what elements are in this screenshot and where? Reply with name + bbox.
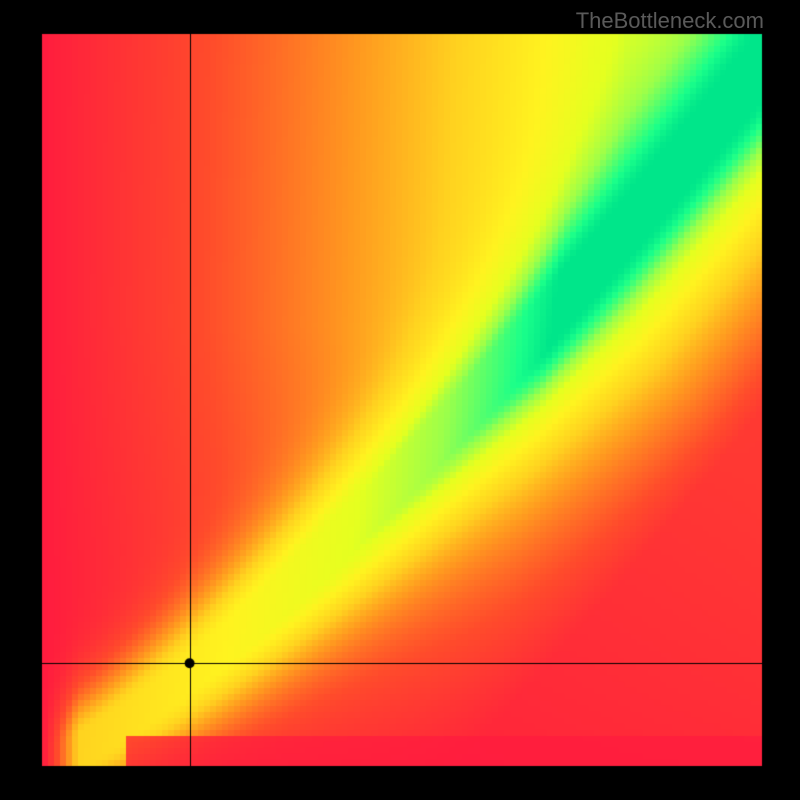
bottleneck-heatmap [0,0,800,800]
chart-container: TheBottleneck.com [0,0,800,800]
watermark-text: TheBottleneck.com [576,8,764,34]
